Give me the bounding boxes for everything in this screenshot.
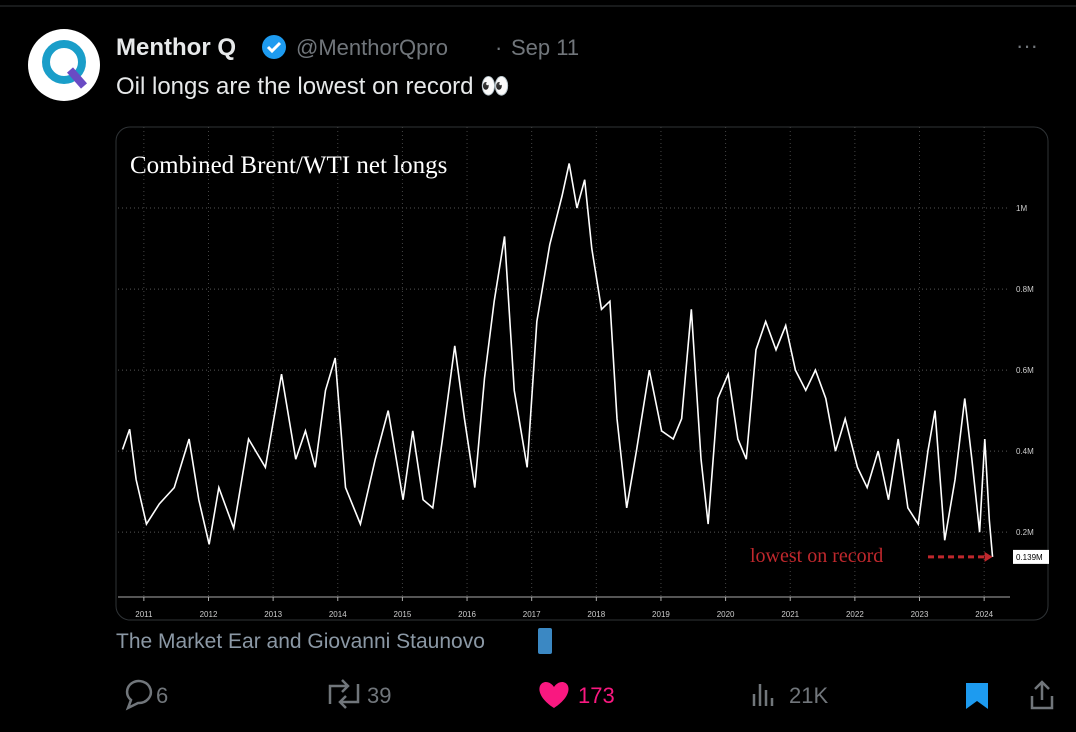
repost-count: 39 bbox=[367, 683, 391, 708]
date[interactable]: Sep 11 bbox=[511, 35, 579, 60]
x-tick-label: 2016 bbox=[458, 610, 476, 619]
x-tick-label: 2018 bbox=[587, 610, 605, 619]
annotation-arrowhead bbox=[984, 551, 993, 562]
avatar-logo bbox=[42, 40, 86, 84]
views-count: 21K bbox=[789, 683, 828, 708]
reply-count: 6 bbox=[156, 683, 168, 708]
x-tick-label: 2024 bbox=[975, 610, 993, 619]
separator: · bbox=[495, 35, 502, 60]
avatar-logo-tail bbox=[66, 67, 88, 89]
badge-check bbox=[266, 41, 282, 54]
y-tick-label: 0.8M bbox=[1016, 285, 1034, 294]
x-tick-label: 2019 bbox=[652, 610, 670, 619]
barrel-icon bbox=[538, 628, 552, 654]
value-label: 0.139M bbox=[1016, 553, 1043, 562]
x-tick-label: 2022 bbox=[846, 610, 864, 619]
repost-icon bbox=[328, 679, 360, 709]
like-button[interactable]: 173 bbox=[539, 682, 615, 708]
author-name[interactable]: Menthor Q bbox=[116, 34, 236, 61]
caption: The Market Ear and Giovanni Staunovo bbox=[116, 630, 485, 653]
y-tick-label: 0.2M bbox=[1016, 528, 1034, 537]
x-tick-label: 2011 bbox=[135, 610, 153, 619]
x-tick-label: 2014 bbox=[329, 610, 347, 619]
y-tick-label: 0.4M bbox=[1016, 447, 1034, 456]
data-line bbox=[121, 163, 994, 557]
verified-badge bbox=[262, 35, 286, 59]
like-icon bbox=[539, 682, 569, 708]
avatar[interactable] bbox=[28, 29, 100, 101]
views-button[interactable]: 21K bbox=[752, 683, 828, 708]
x-tick-label: 2023 bbox=[911, 610, 929, 619]
annotation: lowest on record bbox=[750, 545, 883, 567]
media-frame[interactable] bbox=[115, 126, 1049, 621]
avatar-bg bbox=[28, 29, 100, 101]
x-tick-label: 2020 bbox=[717, 610, 735, 619]
tweet-text: Oil longs are the lowest on record 👀 bbox=[116, 73, 510, 100]
x-tick-label: 2012 bbox=[200, 610, 218, 619]
y-tick-label: 1M bbox=[1016, 204, 1027, 213]
x-tick-label: 2021 bbox=[781, 610, 799, 619]
reply-icon bbox=[125, 679, 153, 711]
x-tick-label: 2017 bbox=[523, 610, 541, 619]
chart-title: Combined Brent/WTI net longs bbox=[130, 152, 447, 179]
like-count: 173 bbox=[578, 683, 615, 708]
repost-button[interactable]: 39 bbox=[328, 679, 391, 709]
author-handle[interactable]: @MenthorQpro bbox=[296, 35, 448, 60]
value-label-box bbox=[1013, 549, 1049, 564]
reply-button[interactable]: 6 bbox=[125, 679, 168, 711]
y-tick-label: 0.6M bbox=[1016, 366, 1034, 375]
menu[interactable]: ··· bbox=[1016, 33, 1038, 58]
views-icon bbox=[752, 684, 774, 706]
x-tick-label: 2013 bbox=[264, 610, 282, 619]
chart: Combined Brent/WTI net longs 0.2M 0.4M 0.6M… bbox=[118, 127, 1049, 619]
x-tick-label: 2015 bbox=[394, 610, 412, 619]
bookmark-button[interactable] bbox=[966, 683, 988, 709]
share-button[interactable] bbox=[1030, 680, 1054, 710]
